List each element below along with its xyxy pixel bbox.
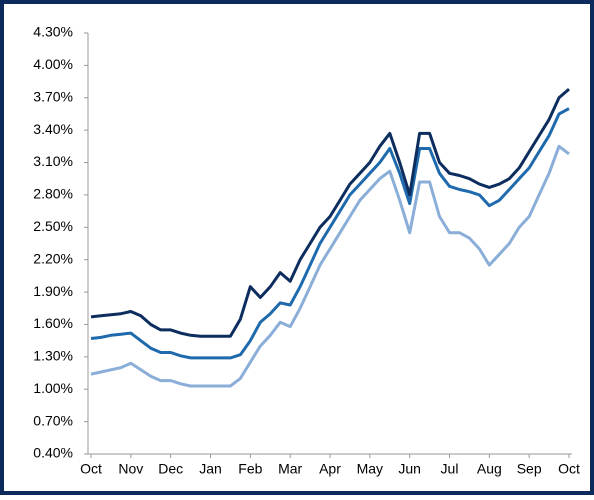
y-tick-label: 0.40%	[33, 445, 73, 461]
x-tick-label: Jan	[199, 461, 222, 477]
x-tick-label: Feb	[238, 461, 262, 477]
y-tick-label: 1.90%	[33, 283, 73, 299]
y-tick-label: 3.40%	[33, 121, 73, 137]
y-tick-label: 3.10%	[33, 153, 73, 169]
x-tick-label: Nov	[118, 461, 143, 477]
x-tick-label: Sep	[517, 461, 542, 477]
x-tick-label: Jun	[398, 461, 421, 477]
x-tick-label: Mar	[278, 461, 302, 477]
y-tick-label: 1.30%	[33, 348, 73, 364]
y-tick-label: 2.80%	[33, 186, 73, 202]
y-tick-label: 2.50%	[33, 218, 73, 234]
y-tick-label: 1.00%	[33, 380, 73, 396]
y-tick-label: 3.70%	[33, 88, 73, 104]
x-tick-label: May	[357, 461, 383, 477]
y-tick-label: 1.60%	[33, 315, 73, 331]
series-line	[90, 107, 570, 360]
y-tick-label: 2.20%	[33, 250, 73, 266]
y-tick-label: 0.70%	[33, 412, 73, 428]
x-tick-label: Jul	[441, 461, 459, 477]
series-line	[90, 87, 570, 338]
x-tick-label: Oct	[558, 461, 580, 477]
x-tick-label: Oct	[80, 461, 102, 477]
series-line	[90, 144, 570, 388]
y-tick-label: 4.30%	[33, 24, 73, 40]
x-tick-label: Apr	[319, 461, 341, 477]
x-tick-label: Dec	[158, 461, 183, 477]
y-tick-label: 4.00%	[33, 56, 73, 72]
x-tick-label: Aug	[477, 461, 502, 477]
